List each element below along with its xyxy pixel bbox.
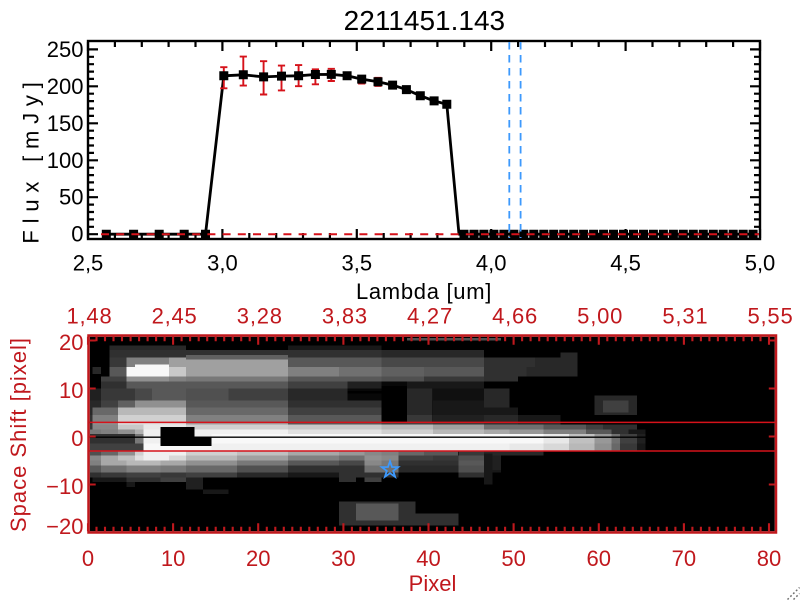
svg-text:250: 250 xyxy=(47,37,84,62)
svg-text:Pixel: Pixel xyxy=(409,571,457,596)
svg-text:5,55: 5,55 xyxy=(747,304,793,329)
svg-text:5,00: 5,00 xyxy=(577,304,623,329)
svg-text:50: 50 xyxy=(501,546,525,571)
svg-text:2211451.143: 2211451.143 xyxy=(344,5,505,36)
svg-text:5,31: 5,31 xyxy=(662,304,708,329)
svg-text:3,83: 3,83 xyxy=(322,304,368,329)
svg-text:60: 60 xyxy=(587,546,611,571)
svg-text:3,5: 3,5 xyxy=(342,251,373,276)
svg-text:10: 10 xyxy=(161,546,185,571)
svg-text:4,5: 4,5 xyxy=(610,251,641,276)
svg-text:0: 0 xyxy=(82,546,94,571)
svg-text:1,48: 1,48 xyxy=(66,304,112,329)
svg-text:3,0: 3,0 xyxy=(207,251,238,276)
svg-text:40: 40 xyxy=(416,546,440,571)
svg-text:0: 0 xyxy=(71,222,83,247)
svg-text:200: 200 xyxy=(47,74,84,99)
svg-text:70: 70 xyxy=(672,546,696,571)
svg-text:2,5: 2,5 xyxy=(73,251,104,276)
svg-text:−20: −20 xyxy=(46,514,83,539)
svg-text:50: 50 xyxy=(59,185,83,210)
svg-text:3,28: 3,28 xyxy=(237,304,283,329)
svg-text:0: 0 xyxy=(71,426,83,451)
svg-text:10: 10 xyxy=(59,378,83,403)
svg-text:Space Shift [pixel]: Space Shift [pixel] xyxy=(6,337,31,532)
svg-text:Lambda [um]: Lambda [um] xyxy=(356,279,492,304)
svg-text:80: 80 xyxy=(757,546,781,571)
svg-text:−10: −10 xyxy=(46,474,83,499)
svg-text:2,45: 2,45 xyxy=(152,304,198,329)
svg-text:Flux [mJy]: Flux [mJy] xyxy=(19,75,44,243)
svg-text:150: 150 xyxy=(47,111,84,136)
svg-text:20: 20 xyxy=(246,546,270,571)
svg-text:5,0: 5,0 xyxy=(745,251,776,276)
svg-text:4,0: 4,0 xyxy=(476,251,507,276)
svg-text:4,66: 4,66 xyxy=(492,304,538,329)
svg-text:30: 30 xyxy=(331,546,355,571)
svg-text:100: 100 xyxy=(47,148,84,173)
svg-text:20: 20 xyxy=(59,330,83,355)
svg-text:4,27: 4,27 xyxy=(407,304,453,329)
